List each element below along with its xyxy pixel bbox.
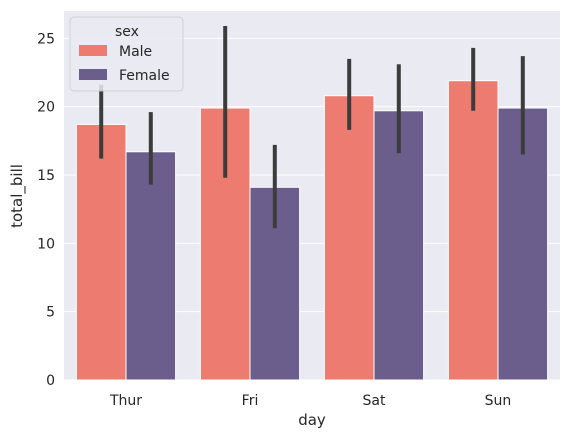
- legend-label-female: Female: [119, 68, 170, 84]
- x-tick-label: Thur: [109, 393, 142, 409]
- x-tick-label: Fri: [242, 393, 259, 409]
- y-tick-label: 20: [37, 100, 55, 116]
- x-tick-label: Sun: [485, 393, 512, 409]
- legend: sex Male Female: [69, 16, 184, 92]
- y-axis-label: total_bill: [8, 164, 27, 228]
- error-bars: [99, 26, 525, 229]
- x-tick-label: Sat: [363, 393, 386, 409]
- legend-title: sex: [115, 24, 139, 40]
- legend-swatch-male: [79, 45, 107, 56]
- bars: [75, 80, 549, 381]
- y-ticks: 0 5 10 15 20 25: [37, 31, 55, 389]
- y-tick-label: 15: [37, 168, 55, 184]
- x-ticks: Thur Fri Sat Sun: [109, 393, 511, 409]
- legend-swatch-female: [79, 69, 107, 80]
- y-tick-label: 10: [37, 236, 55, 252]
- bar-female-thur: [125, 151, 177, 381]
- legend-label-male: Male: [119, 44, 152, 60]
- x-axis-label: day: [298, 411, 326, 429]
- y-tick-label: 25: [37, 31, 55, 47]
- y-tick-label: 5: [46, 305, 55, 321]
- y-tick-label: 0: [46, 373, 55, 389]
- bar-male-sun: [447, 80, 499, 381]
- bar-male-thur: [75, 123, 127, 381]
- bar-male-sat: [323, 95, 375, 381]
